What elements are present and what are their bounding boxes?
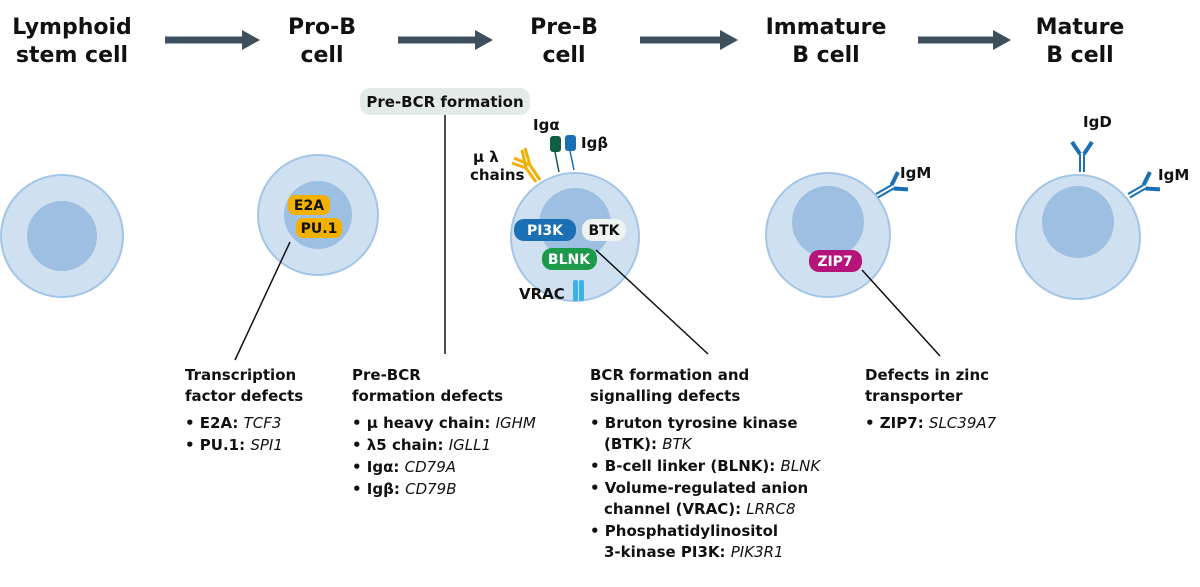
igm-label: IgM [900, 164, 931, 182]
svg-text:• Volume-regulated anion: • Volume-regulated anion [590, 479, 808, 497]
blnk-badge: BLNK [542, 248, 597, 270]
svg-text:B cell: B cell [1046, 43, 1113, 68]
stage-title-pro-b: Pro-B cell [288, 15, 356, 68]
pre-b-cell [510, 172, 640, 302]
arrow-icon [398, 30, 493, 50]
igd-label: IgD [1083, 113, 1112, 131]
svg-text:• λ5 chain: IGLL1: • λ5 chain: IGLL1 [352, 436, 491, 454]
mu-lambda-label: μ λ [473, 148, 499, 166]
svg-text:formation defects: formation defects [352, 387, 503, 405]
svg-text:• Igα: CD79A: • Igα: CD79A [352, 458, 456, 476]
svg-text:E2A: E2A [294, 198, 324, 214]
mu-lambda-chains-icon [511, 147, 542, 183]
svg-text:• ZIP7: SLC39A7: • ZIP7: SLC39A7 [865, 414, 997, 432]
lymphoid-stem-cell [0, 174, 124, 298]
ig-alpha-label: Igα [533, 116, 560, 134]
pi3k-badge: PI3K [514, 219, 576, 241]
svg-text:Mature: Mature [1036, 15, 1125, 40]
svg-text:• B-cell linker (BLNK): BLNK: • B-cell linker (BLNK): BLNK [590, 457, 821, 475]
svg-text:stem cell: stem cell [16, 43, 128, 68]
svg-text:Pre-BCR formation: Pre-BCR formation [366, 93, 523, 111]
defects-transcription: Transcription factor defects • E2A: TCF3… [185, 366, 303, 454]
svg-text:• E2A: TCF3: • E2A: TCF3 [185, 414, 281, 432]
svg-text:cell: cell [542, 43, 585, 68]
pre-bcr-formation-label: Pre-BCR formation [360, 88, 530, 115]
svg-text:Pre-BCR: Pre-BCR [352, 366, 421, 384]
svg-text:(BTK): BTK: (BTK): BTK [604, 435, 693, 453]
vrac-label: VRAC [519, 285, 565, 303]
svg-text:cell: cell [300, 43, 343, 68]
igd-antibody-icon [1070, 140, 1094, 174]
stage-title-lymphoid: Lymphoid stem cell [12, 15, 132, 68]
svg-text:BLNK: BLNK [548, 252, 591, 268]
svg-text:• Igβ: CD79B: • Igβ: CD79B [352, 480, 457, 498]
btk-badge: BTK [582, 219, 626, 241]
svg-text:Defects in zinc: Defects in zinc [865, 366, 989, 384]
vrac-channel-icon [573, 280, 584, 301]
zip7-badge: ZIP7 [809, 250, 862, 272]
defects-zinc-transporter: Defects in zinc transporter • ZIP7: SLC3… [865, 366, 997, 432]
svg-text:BTK: BTK [588, 223, 620, 239]
stage-title-immature: Immature B cell [766, 15, 887, 68]
igm-antibody-icon [1122, 170, 1162, 207]
svg-text:Immature: Immature [766, 15, 887, 40]
defects-pre-bcr: Pre-BCR formation defects • μ heavy chai… [352, 366, 536, 498]
ig-alpha-icon [550, 136, 561, 173]
svg-text:• PU.1: SPI1: • PU.1: SPI1 [185, 436, 283, 454]
ig-beta-label: Igβ [581, 134, 608, 152]
svg-text:ZIP7: ZIP7 [817, 254, 852, 270]
arrow-icon [918, 30, 1011, 50]
svg-text:• Bruton tyrosine kinase: • Bruton tyrosine kinase [590, 414, 798, 432]
svg-text:Pre-B: Pre-B [530, 15, 598, 40]
arrow-icon [640, 30, 738, 50]
svg-text:factor defects: factor defects [185, 387, 303, 405]
svg-text:transporter: transporter [865, 387, 963, 405]
svg-text:Lymphoid: Lymphoid [12, 15, 132, 40]
svg-text:3-kinase PI3K: PIK3R1: 3-kinase PI3K: PIK3R1 [604, 543, 784, 561]
svg-text:signalling defects: signalling defects [590, 387, 740, 405]
svg-text:• μ heavy chain: IGHM: • μ heavy chain: IGHM [352, 414, 536, 432]
svg-text:PI3K: PI3K [527, 223, 564, 239]
svg-text:BCR formation and: BCR formation and [590, 366, 749, 384]
svg-text:PU.1: PU.1 [301, 221, 338, 237]
stage-title-mature: Mature B cell [1036, 15, 1125, 68]
ig-beta-icon [565, 135, 576, 171]
chains-label: chains [470, 166, 525, 184]
igm-label: IgM [1158, 166, 1189, 184]
svg-text:Pro-B: Pro-B [288, 15, 356, 40]
svg-text:B cell: B cell [792, 43, 859, 68]
immature-b-cell [765, 172, 891, 298]
defects-bcr-signalling: BCR formation and signalling defects • B… [590, 366, 821, 561]
e2a-badge: E2A [288, 195, 330, 215]
svg-text:Transcription: Transcription [185, 366, 296, 384]
pu1-badge: PU.1 [296, 218, 342, 238]
arrow-icon [165, 30, 260, 50]
svg-text:channel (VRAC): LRRC8: channel (VRAC): LRRC8 [604, 500, 796, 518]
stage-title-pre-b: Pre-B cell [530, 15, 598, 68]
mature-b-cell [1015, 174, 1141, 300]
svg-text:• Phosphatidylinositol: • Phosphatidylinositol [590, 522, 778, 540]
